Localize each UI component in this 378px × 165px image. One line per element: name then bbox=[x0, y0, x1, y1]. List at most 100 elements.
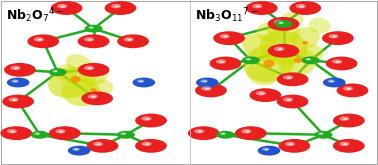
Circle shape bbox=[222, 133, 225, 134]
Circle shape bbox=[320, 133, 323, 134]
Circle shape bbox=[290, 1, 321, 15]
Circle shape bbox=[145, 118, 150, 120]
Ellipse shape bbox=[263, 60, 274, 67]
Circle shape bbox=[256, 91, 266, 95]
Circle shape bbox=[326, 57, 358, 70]
Circle shape bbox=[203, 81, 206, 82]
Circle shape bbox=[330, 81, 333, 82]
Ellipse shape bbox=[279, 49, 317, 78]
Circle shape bbox=[88, 94, 98, 99]
Ellipse shape bbox=[56, 64, 77, 82]
Circle shape bbox=[277, 95, 308, 108]
Circle shape bbox=[194, 129, 204, 133]
Circle shape bbox=[252, 4, 262, 8]
Circle shape bbox=[36, 133, 39, 134]
Circle shape bbox=[87, 139, 118, 153]
Circle shape bbox=[268, 44, 299, 58]
Ellipse shape bbox=[267, 19, 300, 45]
Circle shape bbox=[122, 133, 125, 134]
Circle shape bbox=[37, 39, 42, 41]
Ellipse shape bbox=[282, 11, 304, 27]
Circle shape bbox=[287, 99, 291, 101]
Ellipse shape bbox=[243, 45, 294, 82]
Ellipse shape bbox=[294, 57, 302, 63]
Circle shape bbox=[73, 148, 80, 151]
Circle shape bbox=[49, 126, 81, 140]
Circle shape bbox=[347, 88, 351, 90]
Circle shape bbox=[84, 37, 94, 42]
Circle shape bbox=[55, 129, 65, 133]
Circle shape bbox=[124, 37, 134, 42]
Circle shape bbox=[188, 126, 220, 140]
Ellipse shape bbox=[242, 34, 281, 62]
Circle shape bbox=[296, 4, 306, 8]
Circle shape bbox=[241, 129, 251, 133]
Circle shape bbox=[135, 139, 167, 153]
Circle shape bbox=[132, 78, 155, 87]
Ellipse shape bbox=[79, 64, 108, 86]
Circle shape bbox=[7, 78, 29, 87]
Circle shape bbox=[245, 131, 250, 133]
Circle shape bbox=[195, 83, 227, 97]
Ellipse shape bbox=[256, 22, 282, 41]
Ellipse shape bbox=[247, 64, 277, 86]
Circle shape bbox=[196, 78, 218, 87]
Circle shape bbox=[288, 143, 293, 145]
Circle shape bbox=[307, 59, 310, 60]
Circle shape bbox=[318, 132, 324, 135]
Circle shape bbox=[14, 67, 19, 69]
Circle shape bbox=[327, 80, 335, 83]
Circle shape bbox=[242, 56, 260, 64]
Ellipse shape bbox=[92, 79, 113, 95]
Circle shape bbox=[220, 61, 224, 63]
Circle shape bbox=[279, 139, 310, 153]
Circle shape bbox=[277, 48, 282, 50]
Circle shape bbox=[277, 72, 308, 86]
Circle shape bbox=[34, 132, 40, 135]
Ellipse shape bbox=[260, 30, 307, 65]
Circle shape bbox=[256, 5, 260, 8]
Ellipse shape bbox=[291, 27, 320, 49]
Circle shape bbox=[135, 114, 167, 127]
Circle shape bbox=[323, 78, 345, 87]
Circle shape bbox=[27, 34, 59, 48]
Circle shape bbox=[274, 20, 293, 28]
Circle shape bbox=[68, 146, 91, 156]
Circle shape bbox=[343, 118, 348, 120]
Circle shape bbox=[274, 20, 284, 24]
Circle shape bbox=[88, 67, 93, 69]
Circle shape bbox=[121, 132, 126, 135]
Circle shape bbox=[198, 131, 203, 133]
Circle shape bbox=[262, 148, 270, 151]
Circle shape bbox=[57, 4, 67, 8]
Circle shape bbox=[84, 66, 94, 70]
Circle shape bbox=[54, 71, 57, 72]
Circle shape bbox=[48, 68, 67, 76]
Circle shape bbox=[90, 27, 93, 28]
Circle shape bbox=[145, 143, 150, 145]
Circle shape bbox=[328, 34, 339, 38]
Text: Nb$_3$O$_{11}$$^{7-}$: Nb$_3$O$_{11}$$^{7-}$ bbox=[195, 7, 258, 25]
Circle shape bbox=[141, 116, 152, 121]
Circle shape bbox=[223, 36, 228, 38]
Circle shape bbox=[280, 22, 283, 24]
Circle shape bbox=[127, 39, 132, 41]
Circle shape bbox=[88, 26, 94, 29]
Circle shape bbox=[277, 21, 282, 23]
Circle shape bbox=[4, 63, 36, 77]
Circle shape bbox=[246, 1, 277, 15]
Circle shape bbox=[283, 97, 293, 102]
Circle shape bbox=[278, 21, 284, 24]
Ellipse shape bbox=[66, 54, 93, 73]
Circle shape bbox=[2, 95, 34, 108]
Circle shape bbox=[115, 5, 119, 8]
Circle shape bbox=[314, 131, 333, 139]
Circle shape bbox=[61, 5, 65, 8]
Circle shape bbox=[332, 36, 337, 38]
Circle shape bbox=[59, 131, 64, 133]
Circle shape bbox=[333, 139, 365, 153]
Text: Nb$_2$O$_7$$^{4-}$: Nb$_2$O$_7$$^{4-}$ bbox=[6, 7, 64, 25]
Circle shape bbox=[201, 86, 212, 91]
Ellipse shape bbox=[61, 78, 101, 106]
Circle shape bbox=[333, 114, 365, 127]
